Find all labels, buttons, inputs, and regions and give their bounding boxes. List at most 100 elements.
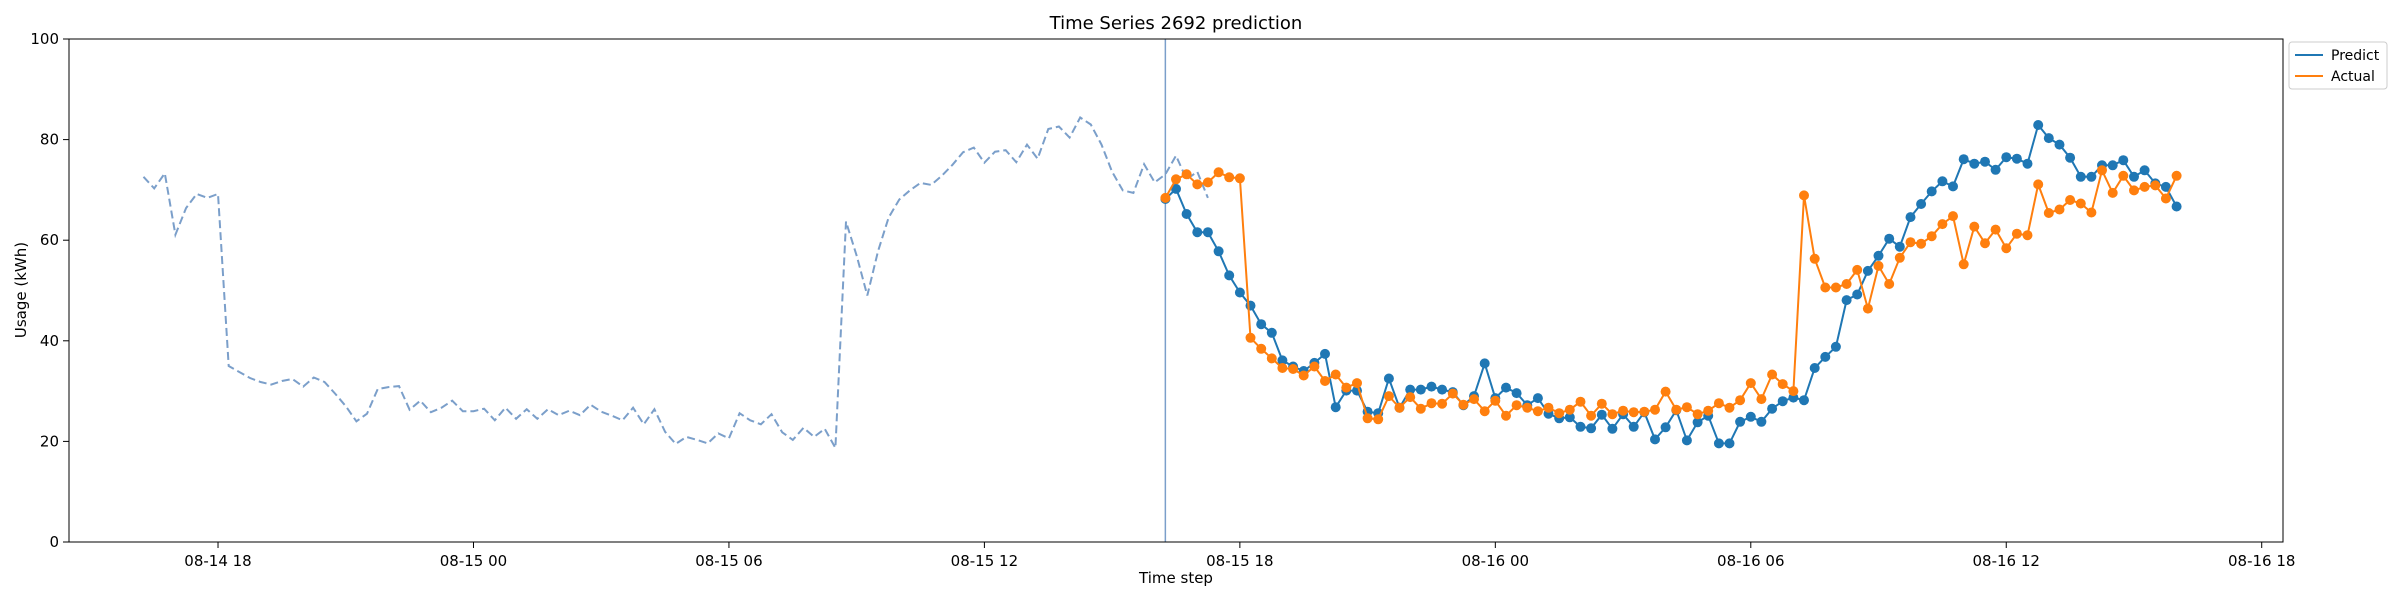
actual-point bbox=[1405, 392, 1416, 403]
x-tick-label: 08-16 12 bbox=[1973, 552, 2040, 570]
predict-point bbox=[1894, 241, 1905, 252]
actual-point bbox=[1607, 409, 1618, 420]
actual-point bbox=[1916, 238, 1927, 249]
predict-point bbox=[1650, 434, 1660, 445]
y-axis-label: Usage (kWh) bbox=[12, 242, 30, 338]
actual-point bbox=[1160, 192, 1171, 203]
actual-point bbox=[1234, 173, 1245, 184]
actual-point bbox=[1171, 174, 1181, 185]
actual-point bbox=[1352, 378, 1362, 389]
actual-point bbox=[1479, 406, 1490, 417]
predict-point bbox=[2054, 139, 2065, 150]
actual-point bbox=[1809, 253, 1820, 264]
actual-point bbox=[1660, 386, 1671, 397]
x-tick-label: 08-14 18 bbox=[184, 552, 251, 570]
y-tick-label: 80 bbox=[40, 131, 59, 149]
actual-point bbox=[1596, 398, 1607, 409]
predict-point bbox=[1830, 341, 1841, 352]
actual-point bbox=[1575, 396, 1586, 407]
actual-point bbox=[2065, 195, 2076, 205]
actual-point bbox=[1703, 405, 1714, 416]
predict-point bbox=[1213, 246, 1224, 257]
predict-point bbox=[1479, 358, 1490, 369]
actual-point bbox=[1692, 409, 1703, 420]
actual-point bbox=[1298, 370, 1309, 381]
actual-point bbox=[2043, 208, 2054, 218]
actual-point bbox=[1628, 407, 1639, 418]
predict-point bbox=[1224, 270, 1235, 281]
legend-predict-label: Predict bbox=[2331, 48, 2380, 64]
actual-point bbox=[1671, 404, 1682, 415]
y-tick-label: 100 bbox=[30, 30, 59, 48]
actual-point bbox=[2033, 179, 2044, 190]
actual-point bbox=[1852, 264, 1863, 275]
legend-frame bbox=[2288, 41, 2388, 90]
predict-point bbox=[1532, 393, 1543, 404]
predict-point bbox=[1767, 403, 1778, 414]
predict-point bbox=[1575, 421, 1586, 432]
actual-point bbox=[1788, 386, 1799, 397]
predict-point bbox=[1266, 327, 1277, 338]
legend-actual-label: Actual bbox=[2331, 69, 2375, 85]
predict-point bbox=[1841, 295, 1852, 306]
predict-point bbox=[1884, 233, 1895, 244]
predict-point bbox=[1873, 250, 1884, 261]
predict-point bbox=[1511, 388, 1522, 399]
actual-point bbox=[1884, 279, 1895, 289]
x-tick-label: 08-15 12 bbox=[951, 552, 1018, 570]
predict-point bbox=[1383, 373, 1394, 384]
actual-point bbox=[2075, 198, 2086, 209]
predict-point bbox=[2139, 165, 2150, 176]
actual-point bbox=[1650, 404, 1660, 415]
predict-point bbox=[1330, 402, 1341, 413]
actual-point bbox=[1192, 179, 1203, 190]
predict-point bbox=[2065, 152, 2076, 163]
x-axis-label: Time step bbox=[1138, 569, 1213, 587]
actual-point bbox=[2022, 230, 2033, 241]
actual-point bbox=[1181, 169, 1192, 180]
predict-point bbox=[1799, 395, 1809, 406]
actual-point bbox=[2001, 243, 2012, 254]
actual-point bbox=[2150, 180, 2161, 191]
predict-point bbox=[2033, 120, 2044, 130]
y-tick-label: 0 bbox=[49, 533, 59, 551]
predict-point bbox=[1777, 396, 1788, 407]
actual-point bbox=[1820, 282, 1831, 293]
predict-point bbox=[1171, 183, 1181, 194]
predict-point bbox=[1660, 422, 1671, 433]
actual-point bbox=[1320, 376, 1330, 386]
predict-point bbox=[1713, 438, 1724, 449]
actual-point bbox=[1469, 394, 1479, 405]
predict-point bbox=[1852, 289, 1863, 300]
predict-point bbox=[1415, 384, 1426, 395]
actual-point bbox=[1724, 402, 1735, 413]
actual-point bbox=[1224, 172, 1235, 183]
predict-point bbox=[2129, 171, 2139, 182]
predict-point bbox=[1320, 348, 1330, 359]
predict-point bbox=[1405, 384, 1416, 395]
actual-point bbox=[1437, 398, 1448, 409]
x-tick-label: 08-16 00 bbox=[1462, 552, 1529, 570]
actual-point bbox=[1713, 398, 1724, 409]
predict-point bbox=[1958, 154, 1969, 165]
actual-point bbox=[1501, 410, 1511, 421]
actual-point bbox=[1543, 402, 1554, 413]
predict-point bbox=[2160, 181, 2171, 192]
y-tick-label: 40 bbox=[40, 332, 59, 350]
actual-point bbox=[1745, 378, 1756, 389]
predict-point bbox=[1426, 381, 1437, 392]
predict-point bbox=[1607, 423, 1618, 434]
predict-point bbox=[1564, 412, 1575, 423]
predict-point bbox=[1756, 416, 1767, 427]
predict-point bbox=[1256, 319, 1267, 330]
actual-point bbox=[2139, 181, 2150, 192]
actual-point bbox=[2171, 170, 2182, 181]
actual-point bbox=[1894, 252, 1905, 263]
predict-point bbox=[2043, 133, 2054, 144]
predict-point bbox=[2118, 155, 2129, 166]
actual-point bbox=[1862, 303, 1873, 314]
predict-point bbox=[1809, 363, 1820, 373]
x-tick-label: 08-15 00 bbox=[440, 552, 507, 570]
actual-point bbox=[1202, 177, 1213, 188]
